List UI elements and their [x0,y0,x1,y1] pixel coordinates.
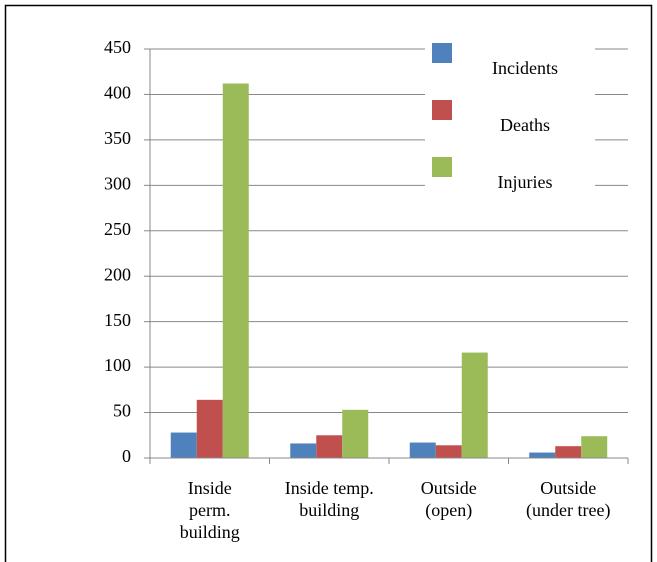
x-tick-label: Outside (under tree) [526,478,610,521]
bar [290,443,317,458]
y-tick-label: 350 [104,128,131,148]
y-tick-label: 0 [122,446,131,466]
y-tick-label: 100 [104,355,131,375]
legend-label: Deaths [500,115,550,135]
legend-label: Injuries [498,172,553,192]
bar [196,399,223,458]
bar [555,446,582,458]
x-tick-label: Inside temp. building [285,478,374,520]
bar [409,442,436,458]
y-tick-label: 250 [104,219,131,239]
bar [342,409,369,458]
bar [581,436,608,458]
legend-swatch [432,100,452,120]
bar [461,352,488,458]
bar [316,435,343,458]
y-tick-label: 400 [104,83,131,103]
y-tick-label: 150 [104,310,131,330]
legend-swatch [432,43,452,63]
bar [529,452,556,458]
y-tick-label: 50 [113,401,131,421]
y-tick-label: 450 [104,37,131,57]
legend-label: Incidents [492,58,558,78]
legend-box [425,35,595,200]
x-tick-label: Inside perm. building [180,478,240,542]
bar [170,432,197,458]
legend-swatch [432,157,452,177]
bar [435,445,462,458]
bar [222,83,249,458]
y-tick-label: 200 [104,264,131,284]
x-tick-label: Outside (open) [421,478,477,521]
y-tick-label: 300 [104,173,131,193]
